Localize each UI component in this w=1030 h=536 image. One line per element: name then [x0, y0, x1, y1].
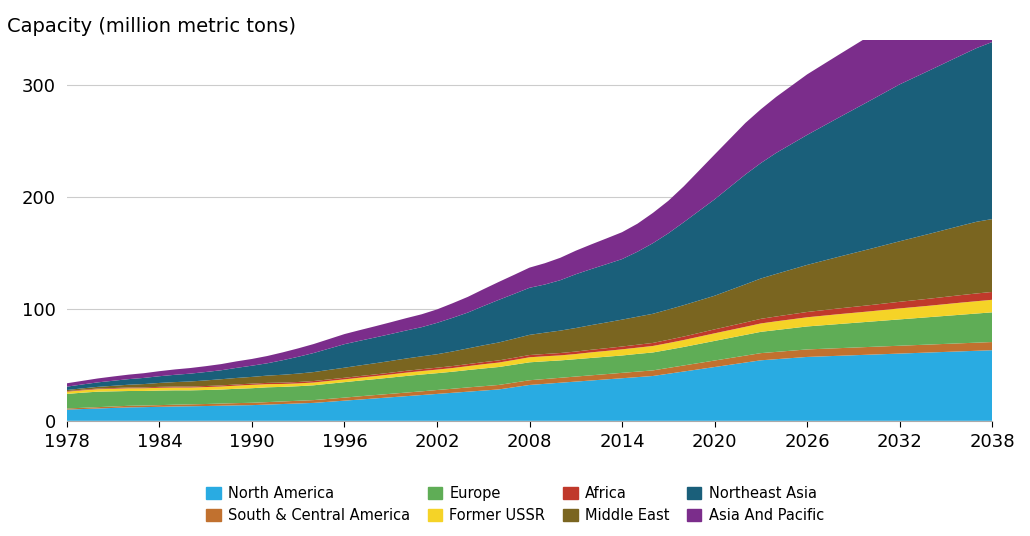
Text: Capacity (million metric tons): Capacity (million metric tons): [7, 17, 296, 36]
Legend: North America, South & Central America, Europe, Former USSR, Africa, Middle East: North America, South & Central America, …: [200, 480, 830, 528]
